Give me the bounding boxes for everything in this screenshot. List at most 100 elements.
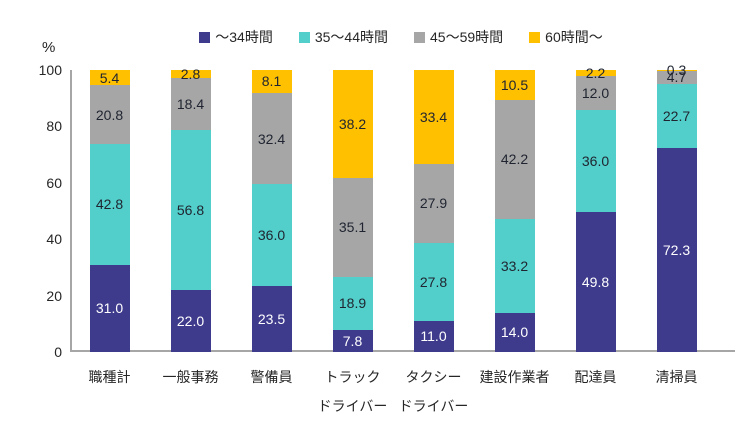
y-axis-unit-label: % <box>42 39 56 56</box>
bar-segment <box>656 70 697 85</box>
bar-segment <box>575 211 616 352</box>
bar-segment-label: 0.3 <box>666 62 687 79</box>
bar-segment-label: 20.8 <box>95 106 124 123</box>
legend-item-1: 35～44時間 <box>298 27 388 47</box>
legend-swatch-icon <box>529 31 541 43</box>
legend-label: 35～44時間 <box>314 29 388 45</box>
bar-segment-label: 8.1 <box>261 73 282 90</box>
bar-segment-label: 42.2 <box>500 151 529 168</box>
bar-segment <box>575 70 616 77</box>
bar-segment-label: 49.8 <box>581 273 610 290</box>
bar-segment <box>413 242 454 321</box>
bar-segment <box>89 264 130 352</box>
x-axis-label-line: 警備員 <box>250 369 293 385</box>
y-axis-tick: 0 <box>54 344 62 360</box>
legend-item-0: ～34時間 <box>199 27 273 47</box>
x-axis-label: 一般事務 <box>136 363 246 392</box>
bar-segment-label: 10.5 <box>500 77 529 94</box>
bar-segment-label: 5.4 <box>99 69 120 86</box>
bar-segment-label: 14.0 <box>500 324 529 341</box>
x-axis-label: タクシー ドライバー <box>379 363 489 421</box>
y-axis-tick: 80 <box>46 118 62 135</box>
y-axis-tick: 20 <box>46 287 62 304</box>
bar-segment-label: 33.4 <box>419 108 448 125</box>
x-axis-label-line: ドライバー <box>317 398 388 414</box>
bar-segment-label: 11.0 <box>420 328 447 345</box>
bar-segment-label: 72.3 <box>662 242 691 259</box>
bar-segment <box>332 330 373 352</box>
bar-segment-label: 23.5 <box>257 310 286 327</box>
x-axis-label-line: 配達員 <box>574 369 617 385</box>
bar-segment <box>575 110 616 212</box>
bar-segment-label: 12.0 <box>581 85 610 102</box>
legend-swatch-icon <box>199 31 211 43</box>
bar-segment <box>656 70 697 71</box>
x-axis-label: 清掃員 <box>622 363 732 392</box>
bar-segment <box>332 276 373 330</box>
bar-segment <box>251 184 292 286</box>
bar-segment-label: 31.0 <box>95 300 124 317</box>
bar-segment <box>89 85 130 144</box>
y-axis-tick: 40 <box>46 231 62 248</box>
bar-segment <box>656 148 697 352</box>
x-axis-label-line: ドライバー <box>398 398 469 414</box>
x-axis-label-line: タクシー <box>405 369 462 385</box>
bar-segment-label: 36.0 <box>581 152 610 169</box>
bar-segment <box>413 163 454 243</box>
bar-segment <box>656 84 697 149</box>
x-axis-label-line: 職種計 <box>88 369 131 385</box>
bar-segment <box>170 70 211 78</box>
bar-segment <box>251 285 292 352</box>
bar-segment-label: 38.2 <box>338 115 367 132</box>
legend-label: ～34時間 <box>215 29 273 45</box>
bar-segment-label: 22.0 <box>176 312 205 329</box>
bar-segment-label: 2.2 <box>585 65 606 82</box>
x-axis-label: 職種計 <box>55 363 165 392</box>
bar-segment-label: 27.9 <box>419 195 448 212</box>
bar-segment-label: 2.8 <box>180 65 201 82</box>
legend-swatch-icon <box>298 31 310 43</box>
bar-segment-label: 56.8 <box>176 201 205 218</box>
plot-area <box>70 70 735 352</box>
x-axis-label-line: 建設作業者 <box>479 369 550 385</box>
bar-segment <box>251 70 292 93</box>
legend-swatch-icon <box>414 31 425 43</box>
bar-segment <box>89 143 130 265</box>
legend-item-3: 60時間～ <box>529 27 603 47</box>
bar-segment <box>575 76 616 111</box>
bar-segment <box>494 312 535 352</box>
x-axis-label-line: 清掃員 <box>655 369 698 385</box>
y-axis-tick: 60 <box>46 174 62 191</box>
chart-legend: ～34時間 35～44時間 45～59時間 60時間～ <box>0 27 750 47</box>
x-axis-label-line: トラック <box>324 369 381 385</box>
bar-segment-label: 7.8 <box>342 333 363 349</box>
x-axis-label: 配達員 <box>541 363 651 392</box>
bar-segment-label: 33.2 <box>500 257 529 274</box>
bar-segment-label: 35.1 <box>338 219 367 236</box>
x-axis-label: 建設作業者 <box>460 363 570 392</box>
bar-segment <box>494 70 535 100</box>
bar-segment-label: 18.9 <box>338 295 367 312</box>
bar-segment-label: 27.8 <box>419 273 448 290</box>
bar-segment <box>494 99 535 219</box>
bar-segment <box>413 69 454 164</box>
bar-segment <box>170 129 211 290</box>
bar-segment-label: 32.4 <box>257 130 286 147</box>
bar-segment <box>170 289 211 352</box>
y-axis-tick: 100 <box>38 62 62 78</box>
bar-segment-label: 4.7 <box>666 69 687 86</box>
x-axis-label-line: 一般事務 <box>162 369 219 385</box>
bar-segment-label: 36.0 <box>257 226 286 243</box>
legend-label: 60時間～ <box>545 29 603 45</box>
legend-label: 45～59時間 <box>430 29 504 45</box>
bar-segment <box>494 218 535 313</box>
bar-segment-label: 42.8 <box>95 196 124 213</box>
x-axis-label: 警備員 <box>217 363 327 392</box>
bar-segment <box>332 177 373 277</box>
bar-segment <box>89 70 130 86</box>
bar-segment-label: 18.4 <box>176 95 205 112</box>
bar-segment <box>413 320 454 352</box>
bar-segment-label: 22.7 <box>662 108 691 125</box>
bar-segment <box>332 70 373 178</box>
